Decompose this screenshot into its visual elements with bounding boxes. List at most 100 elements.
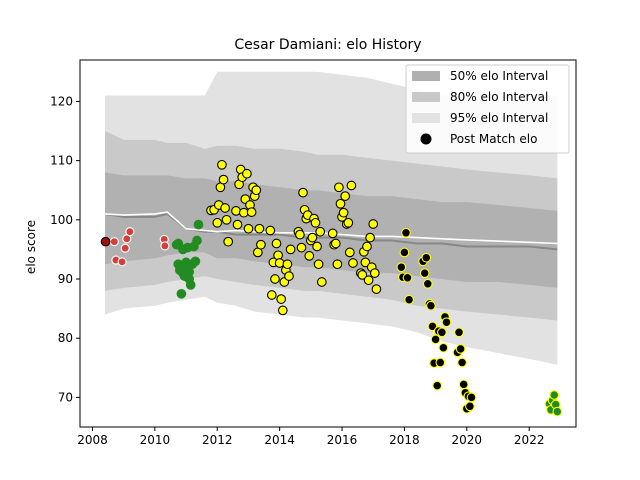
data-point <box>435 357 446 368</box>
x-tick-label: 2014 <box>264 433 295 447</box>
legend-label: 50% elo Interval <box>450 69 548 83</box>
data-point <box>173 238 184 249</box>
data-point <box>313 259 324 270</box>
data-point <box>296 242 307 253</box>
data-point <box>458 379 469 390</box>
data-point <box>334 182 344 193</box>
data-point <box>176 288 187 299</box>
data-point <box>465 401 475 412</box>
legend-swatch <box>412 92 440 102</box>
data-point <box>185 280 196 290</box>
data-point <box>402 272 413 283</box>
series-green <box>171 219 204 299</box>
y-tick-label: 80 <box>58 331 73 345</box>
data-point <box>310 217 321 228</box>
data-point <box>220 203 230 213</box>
legend-swatch <box>412 113 440 123</box>
data-point <box>360 257 371 268</box>
x-tick-label: 2022 <box>514 433 545 447</box>
data-point <box>254 223 265 234</box>
data-point <box>218 174 229 185</box>
data-point <box>192 235 202 246</box>
data-point <box>430 334 441 345</box>
data-point <box>271 238 282 249</box>
x-tick-label: 2016 <box>327 433 358 447</box>
data-point <box>368 219 379 229</box>
legend-swatch <box>412 71 440 81</box>
data-point <box>340 191 351 201</box>
data-point <box>404 294 414 305</box>
x-tick-label: 2018 <box>389 433 420 447</box>
data-point <box>348 258 358 268</box>
y-tick-label: 100 <box>50 213 73 227</box>
y-tick-label: 70 <box>58 390 73 404</box>
data-point <box>335 198 346 209</box>
x-tick-label: 2010 <box>140 433 171 447</box>
mean-line <box>104 212 558 251</box>
data-point <box>231 206 241 216</box>
data-point <box>246 207 257 217</box>
legend: 50% elo Interval 80% elo Interval 95% elo … <box>405 64 570 154</box>
data-point <box>422 278 433 289</box>
y-tick-label: 90 <box>58 272 73 286</box>
data-point <box>419 268 430 278</box>
data-point <box>307 232 318 243</box>
data-point <box>426 300 436 311</box>
data-point <box>295 229 305 240</box>
data-point <box>315 226 326 237</box>
data-point <box>193 219 204 230</box>
data-point <box>421 252 432 263</box>
data-point <box>332 259 343 270</box>
chart-title: Cesar Damiani: elo History <box>234 37 421 53</box>
data-point <box>109 237 119 247</box>
x-tick-label: 2008 <box>77 433 108 447</box>
data-point <box>441 317 452 328</box>
data-point <box>270 274 280 284</box>
data-point <box>117 257 127 267</box>
axes: 2008 2010 2012 2014 2016 2018 2020 2022 70 80 90 10… <box>50 59 577 447</box>
data-point <box>346 180 357 191</box>
data-point <box>362 241 372 252</box>
data-point <box>100 236 111 247</box>
data-point <box>223 236 234 247</box>
x-tick-label: 2020 <box>452 433 483 447</box>
data-point <box>316 277 327 287</box>
data-point <box>401 227 411 238</box>
data-point <box>466 392 477 403</box>
axes-frame <box>79 59 577 428</box>
series-green_on_yellow <box>544 390 563 417</box>
data-point <box>125 227 135 237</box>
data-point <box>549 390 560 400</box>
data-point <box>217 159 227 170</box>
data-point <box>285 244 296 255</box>
legend-label: 80% elo Interval <box>450 90 548 104</box>
data-point <box>277 305 288 316</box>
data-point <box>363 275 374 286</box>
data-point <box>298 187 308 198</box>
data-point <box>190 256 201 267</box>
data-point <box>343 217 354 228</box>
data-point <box>369 268 380 278</box>
data-point <box>399 247 410 258</box>
data-point <box>181 257 191 268</box>
data-point <box>365 232 375 243</box>
data-point <box>265 225 276 236</box>
legend-label: 95% elo Interval <box>450 111 548 125</box>
data-point <box>282 259 293 270</box>
data-point <box>184 267 195 277</box>
data-point <box>454 327 464 338</box>
data-point <box>327 228 338 239</box>
data-point <box>344 247 355 258</box>
data-point <box>251 185 262 196</box>
data-point <box>312 241 322 252</box>
data-point <box>371 284 382 294</box>
series-yellow <box>206 159 382 316</box>
data-point <box>284 271 294 281</box>
data-point <box>457 357 467 368</box>
data-point <box>221 214 232 225</box>
median-line <box>104 211 558 245</box>
y-axis-label: elo score <box>24 220 38 274</box>
data-point <box>232 219 243 230</box>
y-tick-label: 110 <box>50 154 73 168</box>
